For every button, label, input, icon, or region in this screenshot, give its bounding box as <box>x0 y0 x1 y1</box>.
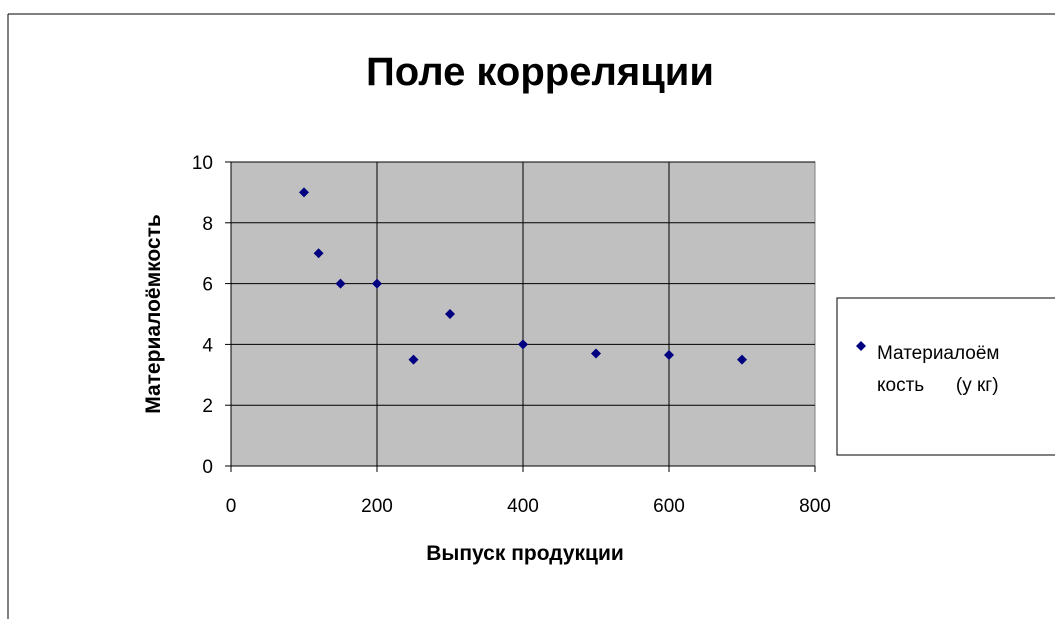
grid-lines <box>231 161 815 466</box>
chart-title: Поле корреляции <box>366 50 714 94</box>
axes <box>225 161 816 472</box>
data-point <box>408 354 419 365</box>
data-point <box>335 278 346 289</box>
y-tick-label: 0 <box>202 457 213 478</box>
x-tick-label: 200 <box>361 496 393 517</box>
data-point <box>299 187 309 198</box>
legend-label-line-1: Материалоём <box>877 343 1000 364</box>
x-tick-label: 800 <box>799 496 831 517</box>
data-point <box>518 339 528 350</box>
legend-label-line-2: кость (у кг) <box>877 375 999 396</box>
data-point <box>737 354 747 365</box>
data-point <box>664 350 674 361</box>
tick-labels: 0 2 4 6 8 10 0 200 400 600 800 <box>192 153 831 517</box>
data-point <box>372 278 382 289</box>
x-axis-title: Выпуск продукции <box>426 542 624 565</box>
y-tick-label: 4 <box>202 335 213 356</box>
data-points <box>299 187 747 365</box>
data-point <box>313 248 324 259</box>
y-tick-label: 6 <box>202 275 213 296</box>
y-axis-title: Материалоёмкость <box>142 214 165 414</box>
y-tick-label: 8 <box>202 214 213 235</box>
y-tick-label: 2 <box>202 396 213 417</box>
y-tick-label: 10 <box>192 153 213 174</box>
x-tick-label: 600 <box>653 496 685 517</box>
legend-box <box>836 297 1055 456</box>
x-tick-label: 0 <box>226 496 237 517</box>
legend-marker-icon <box>856 341 866 351</box>
data-point <box>445 309 455 319</box>
legend: Материалоём кость (у кг) <box>836 297 1055 456</box>
x-tick-label: 400 <box>507 496 539 517</box>
data-point <box>591 348 601 359</box>
